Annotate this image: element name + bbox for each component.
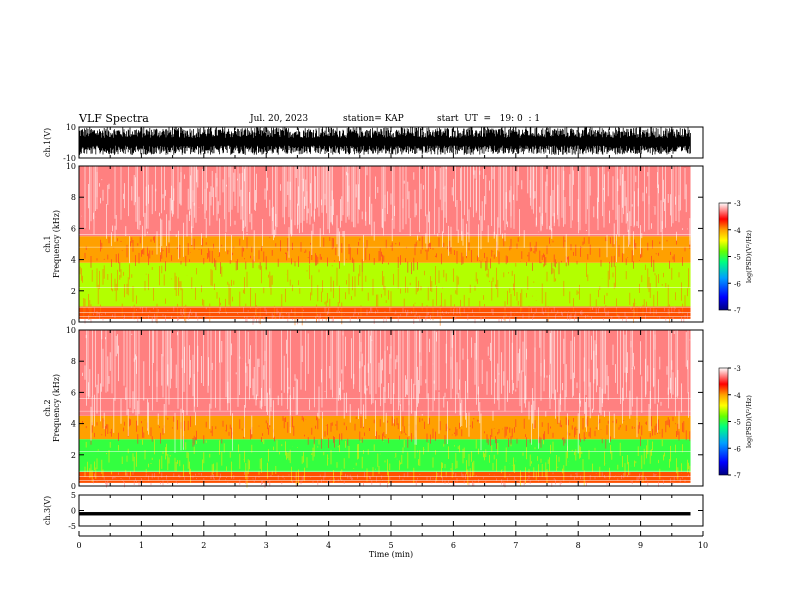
ch1-spectrogram-ylabel: ch.1 [43, 235, 52, 252]
colorbar-tick-label: -4 [734, 227, 741, 235]
ch1-waveform-ytick-label: -10 [63, 154, 76, 163]
x-tick-label: 6 [451, 541, 456, 550]
colorbar-2 [718, 367, 729, 476]
x-tick-label: 8 [576, 541, 581, 550]
ch2-spectrogram-band [79, 471, 691, 483]
x-tick-label: 3 [264, 541, 269, 550]
ch1-spectrogram-band [79, 236, 691, 263]
ch1-spectrogram-band [79, 262, 691, 307]
ch1-spectrogram-band-texture [84, 236, 691, 275]
x-tick-label: 2 [201, 541, 206, 550]
ch1-waveform-panel: -10 10 ch.1(V) [43, 123, 704, 163]
date-label: Jul. 20, 2023 [250, 114, 309, 124]
colorbar-tick-label: -6 [734, 280, 741, 288]
colorbar-tick-label: -7 [734, 472, 741, 480]
x-tick-label: 4 [326, 541, 331, 550]
colorbar-label: log(PSD)(V²/Hz) [745, 395, 753, 448]
ch2-spectrogram-ytick-label: 2 [71, 451, 76, 460]
start-time-label: start UT = 19: 0 : 1 [437, 114, 541, 124]
x-tick-label: 1 [139, 541, 144, 550]
chart-title: VLF Spectra [79, 112, 149, 125]
ch2-spectrogram-streaks [86, 330, 689, 416]
ch2-spectrogram-ytick-label: 4 [71, 420, 76, 429]
station-label: station= KAP [343, 114, 404, 124]
colorbar-tick-label: -7 [734, 307, 741, 315]
ch1-waveform-trace [78, 127, 691, 155]
colorbar-tick-label: -5 [734, 419, 741, 427]
ch3-waveform-trace [79, 512, 691, 516]
colorbars: -3 -4 -5 -6 -7 log(PSD)(V²/Hz) -3 -4 -5 -6 -7 log(P… [718, 200, 753, 480]
x-tick-label: 7 [513, 541, 518, 550]
ch2-spectrogram-ylabel: Frequency (kHz) [52, 374, 61, 442]
colorbar-label: log(PSD)(V²/Hz) [745, 230, 753, 283]
ch3-waveform-ytick-label: 0 [71, 507, 76, 516]
ch1-spectrogram-panel: 0 2 4 6 8 10 ch.1 Frequency (kHz) [43, 162, 704, 327]
ch1-spectrogram-ytick-label: 0 [71, 318, 76, 327]
colorbar-1 [718, 202, 729, 311]
ch1-spectrogram-ytick-label: 8 [71, 193, 76, 202]
ch3-waveform-ylabel: ch.3(V) [43, 496, 52, 525]
ch2-spectrogram-band [79, 439, 691, 472]
ch1-spectrogram-ytick-label: 6 [71, 224, 76, 233]
x-tick-label: 9 [638, 541, 643, 550]
ch2-spectrogram-ytick-label: 6 [71, 388, 76, 397]
x-tick-label: 10 [698, 541, 708, 550]
ch2-spectrogram-ytick-label: 0 [71, 482, 76, 491]
colorbar-tick-label: -5 [734, 254, 741, 262]
ch2-spectrogram-ytick-label: 10 [66, 326, 76, 335]
x-tick-label: 5 [388, 541, 393, 550]
x-tick-label: 0 [76, 541, 81, 550]
ch2-spectrogram-panel: 0 2 4 6 8 10 ch.2 Frequency (kHz) [43, 326, 704, 491]
colorbar-tick-label: -3 [734, 365, 741, 373]
ch3-waveform-ytick-label: 5 [71, 491, 76, 500]
colorbar-tick-label: -4 [734, 392, 741, 400]
ch3-waveform-panel: -5 0 5 ch.3(V) 0 1 2 3 4 5 6 7 8 9 10 Time (min) [43, 491, 708, 559]
ch1-waveform-ylabel: ch.1(V) [43, 128, 52, 157]
ch2-spectrogram-band [79, 415, 691, 440]
ch1-spectrogram-ytick-label: 2 [71, 287, 76, 296]
ch1-spectrogram-ytick-label: 10 [66, 162, 76, 171]
ch1-waveform-ytick-label: 10 [66, 123, 76, 132]
colorbar-tick-label: -6 [734, 445, 741, 453]
ch2-spectrogram-ylabel: ch.2 [43, 399, 52, 416]
colorbar-tick-label: -3 [734, 200, 741, 208]
ch2-spectrogram-ytick-label: 8 [71, 357, 76, 366]
ch1-spectrogram-ytick-label: 4 [71, 256, 76, 265]
ch1-spectrogram-ylabel: Frequency (kHz) [52, 210, 61, 278]
x-axis-label: Time (min) [369, 550, 413, 559]
ch3-waveform-ytick-label: -5 [68, 522, 76, 531]
